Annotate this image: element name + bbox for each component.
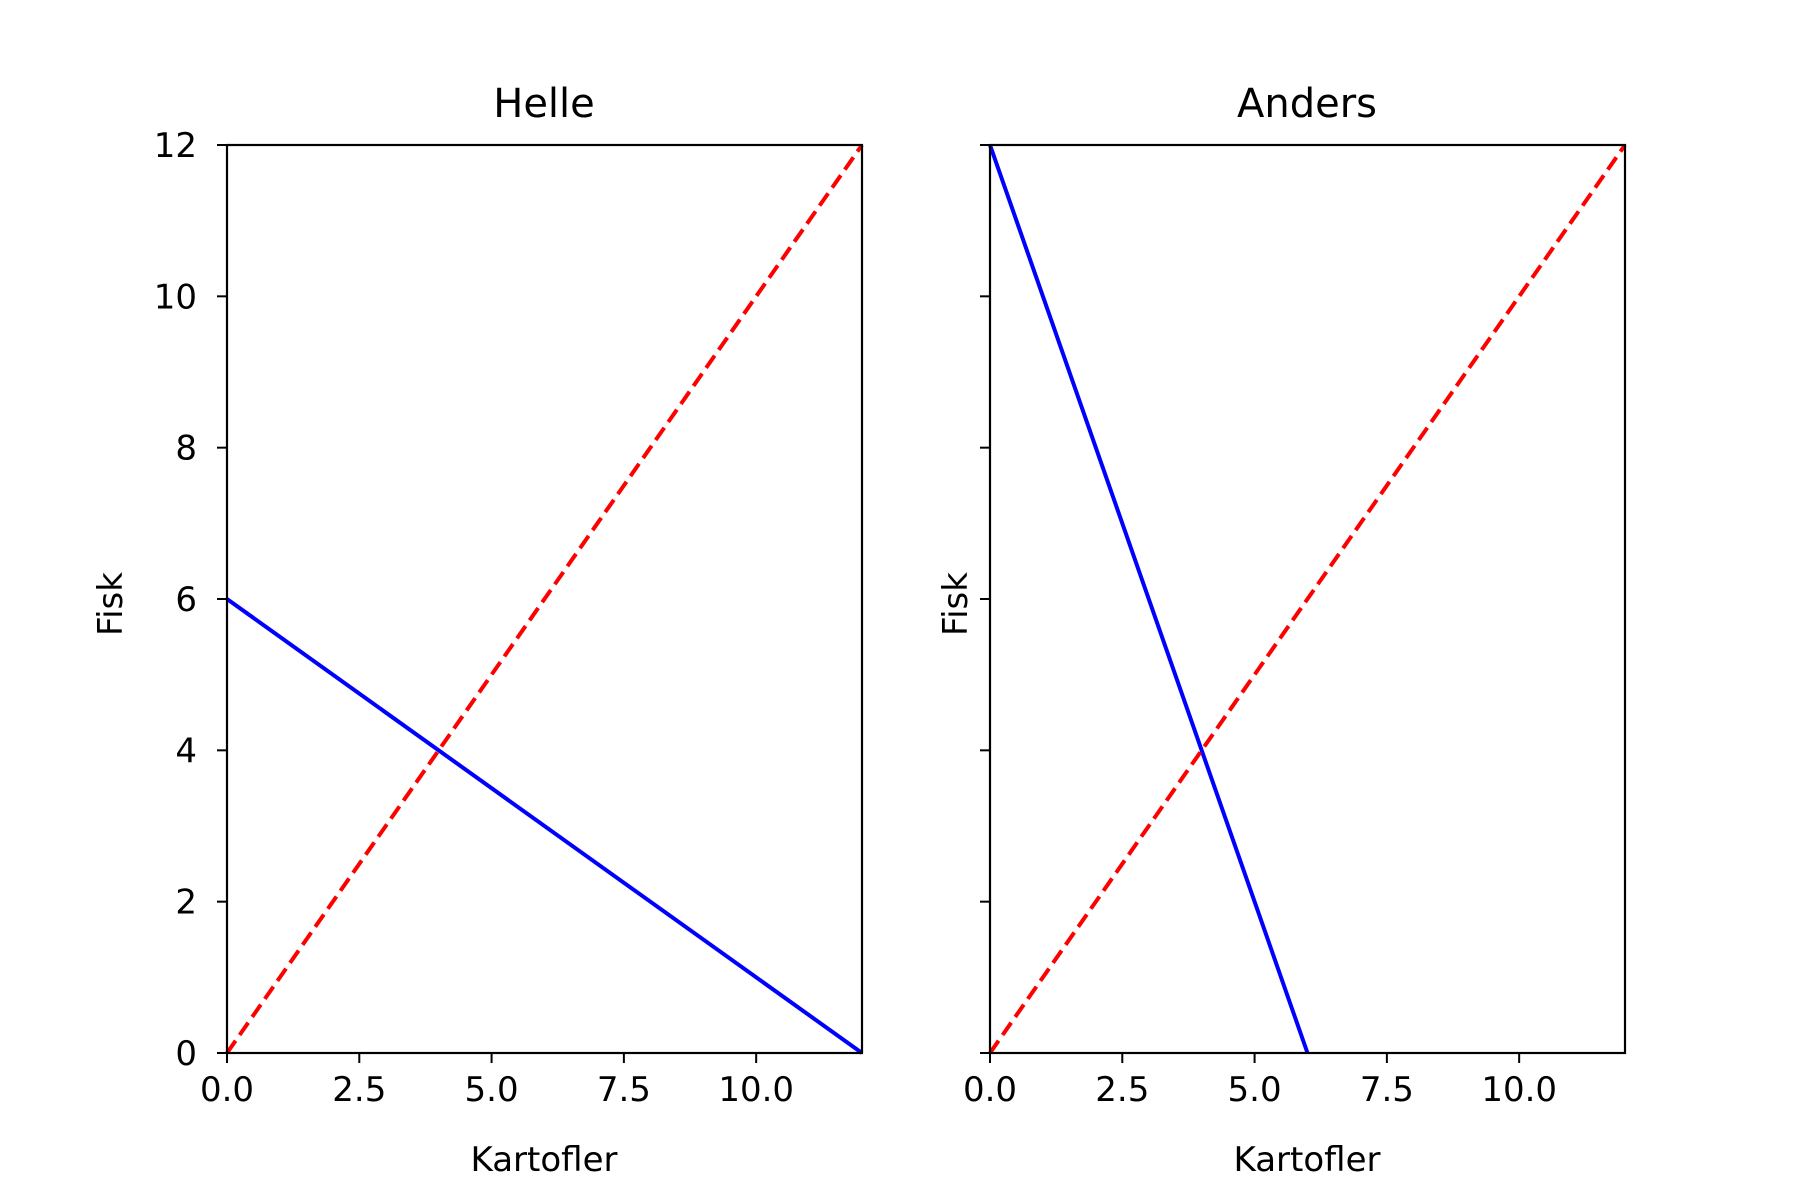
x-tick-label: 10.0 bbox=[1481, 1070, 1557, 1110]
x-tick-label: 5.0 bbox=[465, 1070, 519, 1110]
x-tick-label: 5.0 bbox=[1228, 1070, 1282, 1110]
y-tick-label: 4 bbox=[175, 731, 197, 771]
plot-area: 0.0 2.5 5.0 7.5 10.0 bbox=[963, 143, 1627, 1110]
panel-title: Helle bbox=[493, 81, 595, 127]
y-axis-label: Fisk bbox=[936, 572, 976, 636]
y-axis-label: Fisk bbox=[91, 572, 131, 636]
y-tick-label: 6 bbox=[175, 580, 197, 620]
plot-area: 0.0 2.5 5.0 7.5 10.0 0 2 4 6 8 10 12 bbox=[154, 126, 864, 1110]
x-tick-label: 7.5 bbox=[1360, 1070, 1414, 1110]
y-tick-label: 12 bbox=[154, 126, 197, 166]
panel-helle: Helle Kartofler Fisk 0.0 2.5 5.0 7.5 10.0 0 2 4… bbox=[91, 81, 864, 1180]
series-line-dashed bbox=[988, 143, 1627, 1055]
series-line-solid bbox=[225, 597, 864, 1055]
y-tick-label: 10 bbox=[154, 277, 197, 317]
x-tick-label: 10.0 bbox=[718, 1070, 794, 1110]
x-axis-label: Kartofler bbox=[1234, 1140, 1381, 1180]
y-tick-label: 2 bbox=[175, 883, 197, 923]
x-tick-label: 2.5 bbox=[1095, 1070, 1149, 1110]
y-tick-label: 8 bbox=[175, 429, 197, 469]
x-axis-label: Kartofler bbox=[471, 1140, 618, 1180]
x-tick-label: 0.0 bbox=[200, 1070, 254, 1110]
y-tick-label: 0 bbox=[175, 1034, 197, 1074]
series-line-solid bbox=[988, 144, 1310, 1054]
x-tick-label: 2.5 bbox=[332, 1070, 386, 1110]
series-line-dashed bbox=[225, 143, 864, 1055]
panel-title: Anders bbox=[1237, 81, 1377, 127]
x-tick-label: 0.0 bbox=[963, 1070, 1017, 1110]
panel-anders: Anders Kartofler Fisk 0.0 2.5 5.0 7.5 10.0 bbox=[936, 81, 1627, 1180]
x-tick-label: 7.5 bbox=[597, 1070, 651, 1110]
